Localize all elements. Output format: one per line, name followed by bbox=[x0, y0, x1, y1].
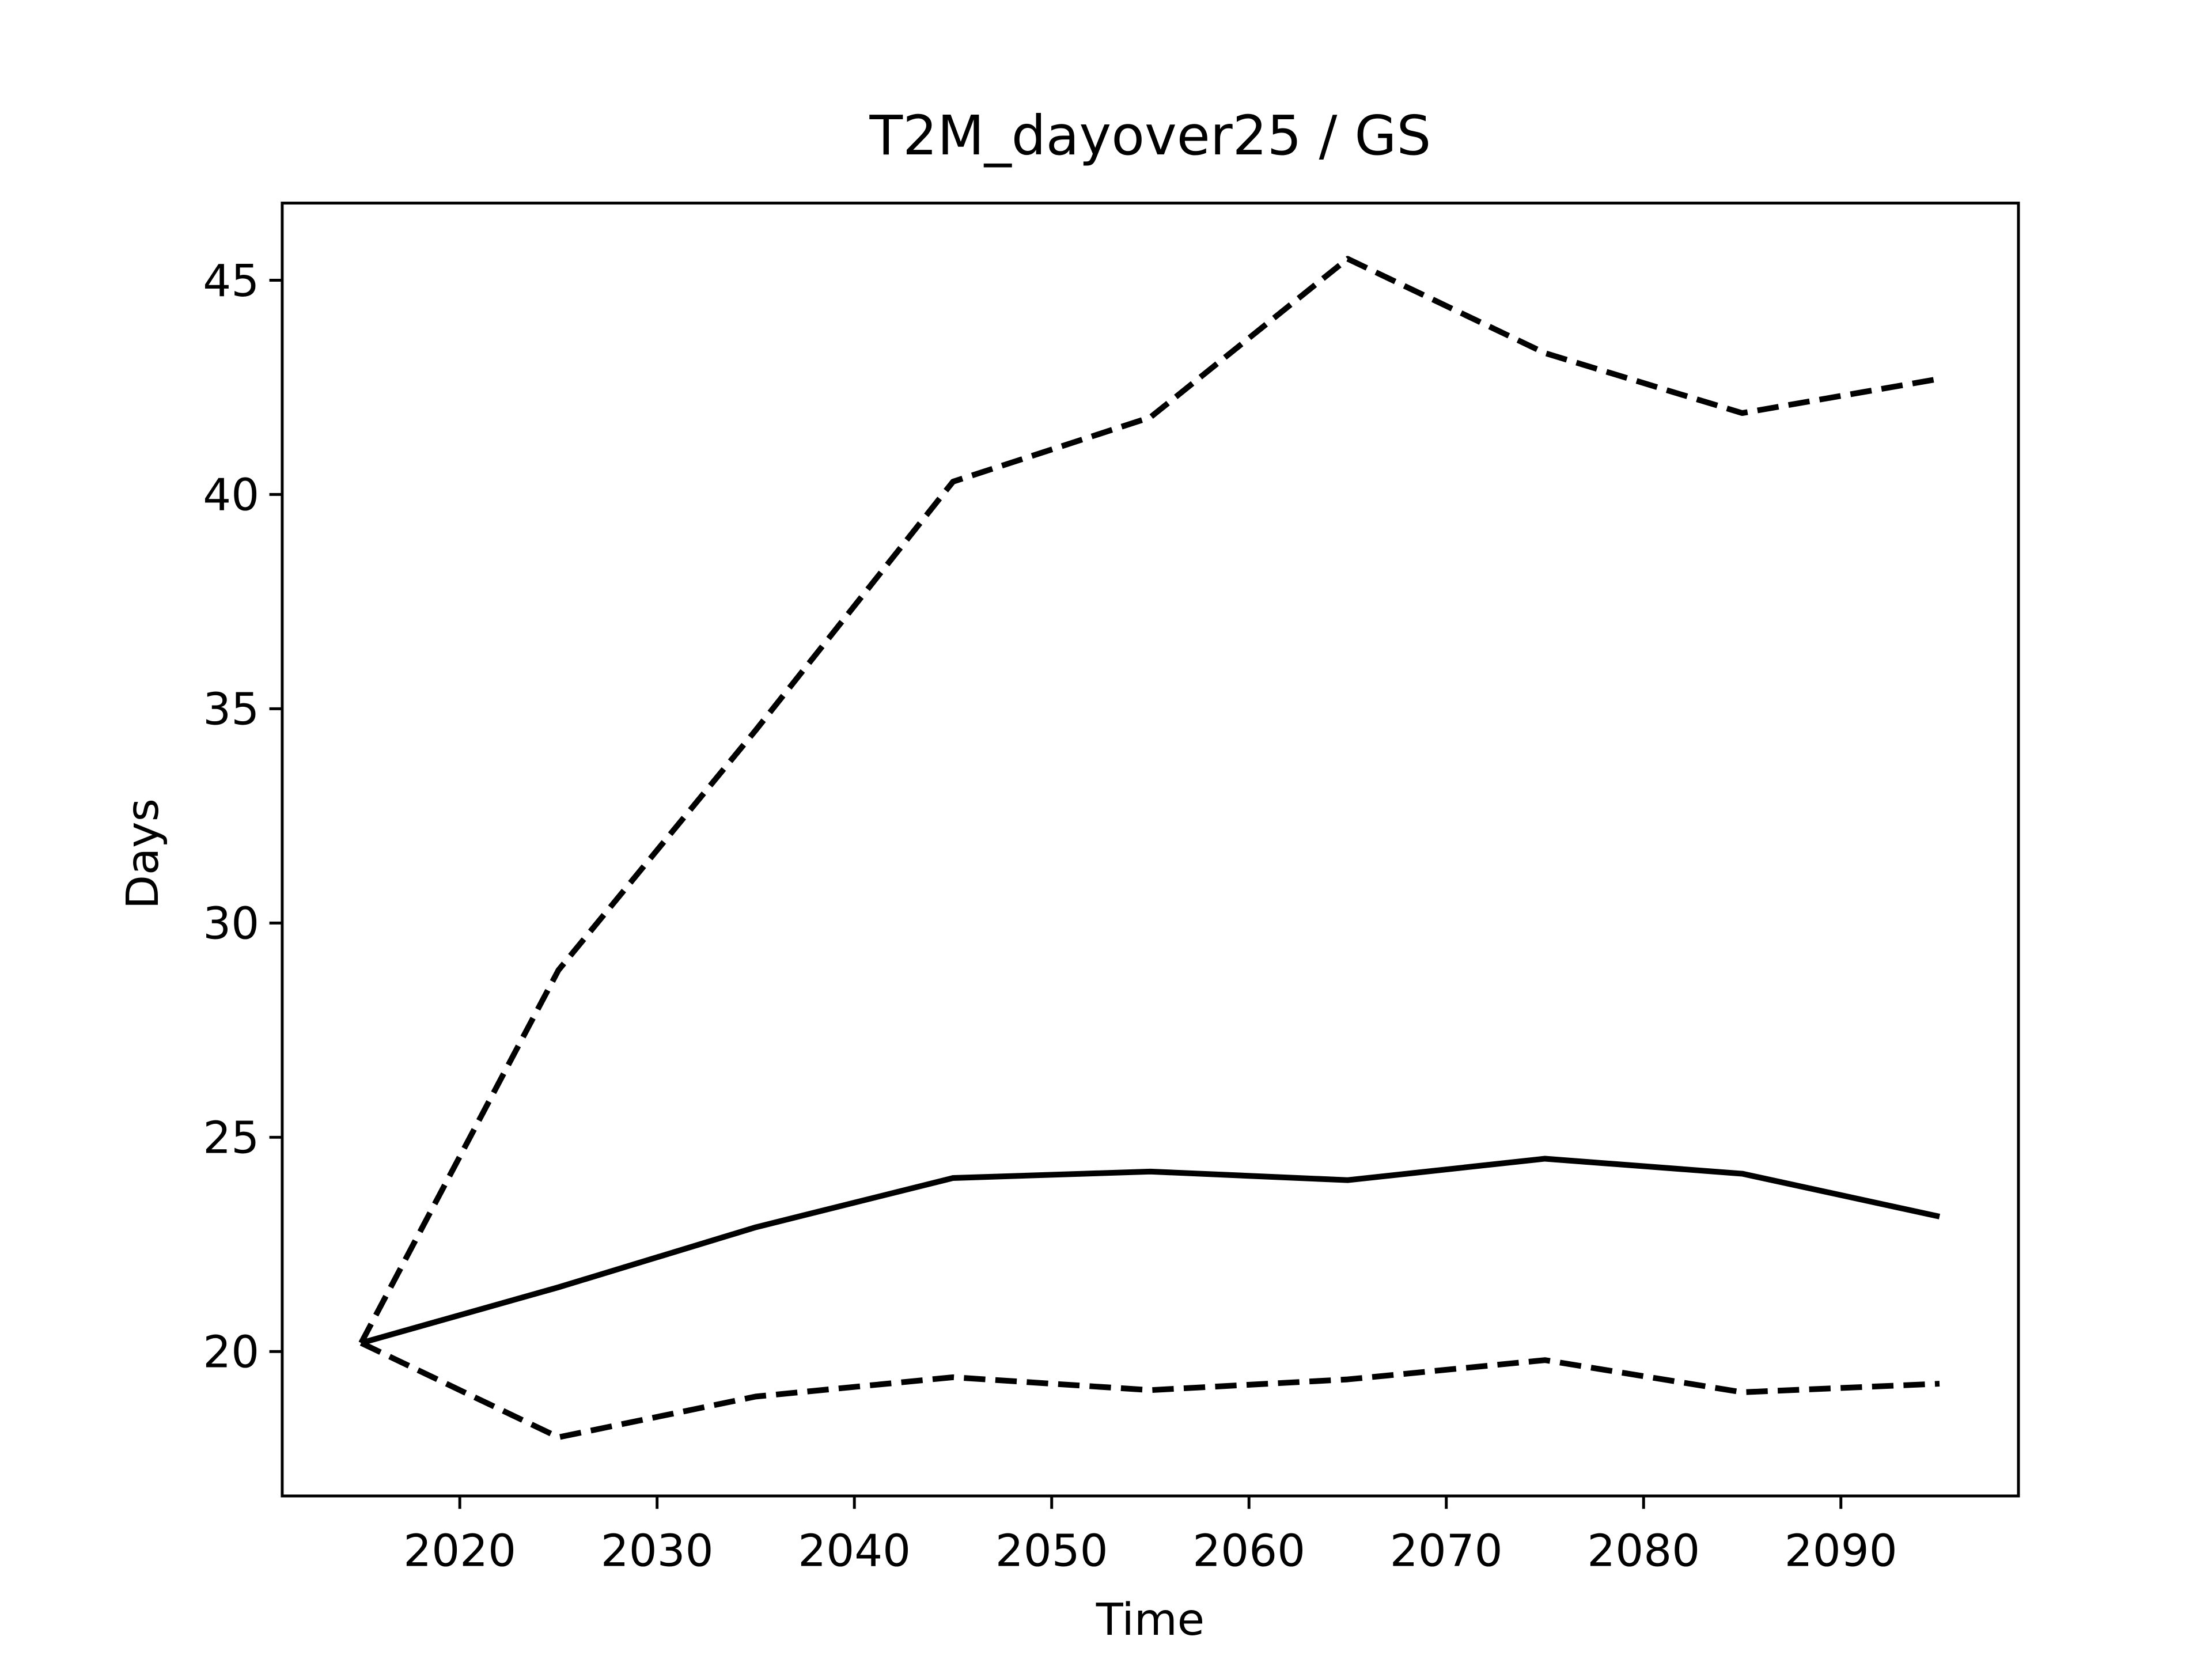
x-tick-label: 2080 bbox=[1587, 1526, 1700, 1577]
chart-title: T2M_dayover25 / GS bbox=[869, 104, 1431, 168]
plot-frame bbox=[281, 202, 2020, 1498]
y-tick-label: 25 bbox=[203, 1113, 259, 1164]
y-tick-label: 35 bbox=[203, 684, 259, 736]
y-tick-label: 20 bbox=[203, 1327, 259, 1378]
x-tick-label: 2030 bbox=[601, 1526, 714, 1577]
series-line bbox=[358, 256, 1940, 1344]
series-line bbox=[360, 1156, 1941, 1346]
x-tick-label: 2020 bbox=[403, 1526, 516, 1577]
x-tick-label: 2070 bbox=[1390, 1526, 1503, 1577]
x-tick-label: 2060 bbox=[1192, 1526, 1305, 1577]
x-tick-label: 2040 bbox=[798, 1526, 911, 1577]
series-line bbox=[359, 1340, 1940, 1441]
y-tick-label: 45 bbox=[203, 256, 259, 307]
x-axis-label: Time bbox=[1096, 1594, 1205, 1646]
y-tick-label: 40 bbox=[203, 470, 259, 521]
x-tick-label: 2050 bbox=[995, 1526, 1108, 1577]
x-tick-label: 2090 bbox=[1785, 1526, 1897, 1577]
y-axis-label: Days bbox=[118, 798, 169, 909]
y-tick-label: 30 bbox=[203, 899, 259, 950]
